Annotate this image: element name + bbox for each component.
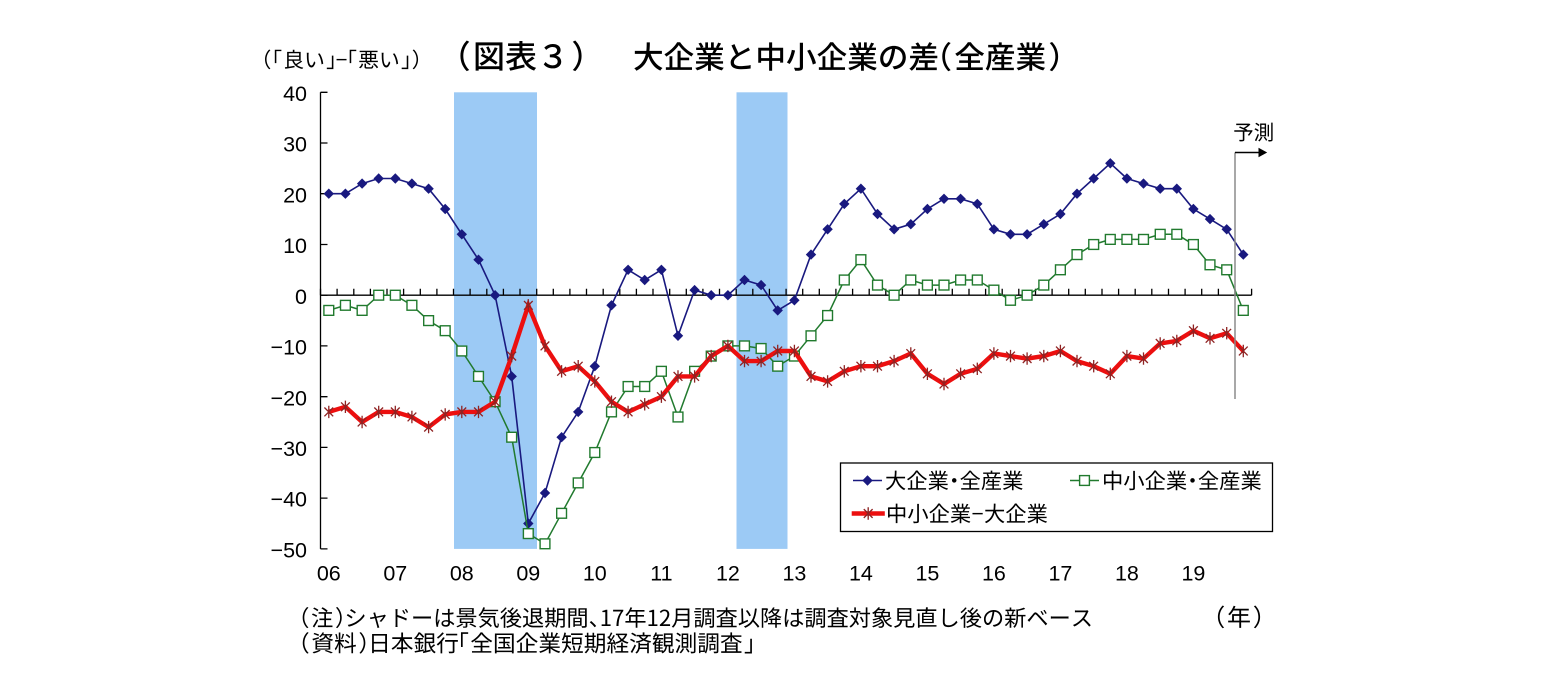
- svg-text:−40: −40: [271, 488, 308, 512]
- svg-text:06: 06: [317, 562, 341, 586]
- svg-text:18: 18: [1115, 562, 1139, 586]
- svg-text:12: 12: [716, 562, 740, 586]
- svg-text:07: 07: [383, 562, 407, 586]
- svg-text:17: 17: [1048, 562, 1072, 586]
- svg-text:19: 19: [1181, 562, 1205, 586]
- svg-text:40: 40: [283, 82, 307, 106]
- svg-text:08: 08: [450, 562, 474, 586]
- svg-text:14: 14: [849, 562, 873, 586]
- svg-text:30: 30: [283, 133, 307, 157]
- svg-text:11: 11: [650, 562, 672, 586]
- svg-text:10: 10: [583, 562, 607, 586]
- svg-text:20: 20: [283, 183, 307, 207]
- svg-text:09: 09: [516, 562, 540, 586]
- svg-text:−50: −50: [271, 539, 308, 563]
- svg-text:−10: −10: [271, 336, 308, 360]
- svg-text:−20: −20: [271, 386, 308, 410]
- svg-text:0: 0: [295, 285, 307, 309]
- svg-text:10: 10: [283, 234, 307, 258]
- svg-text:−30: −30: [271, 437, 308, 461]
- svg-text:13: 13: [782, 562, 806, 586]
- svg-text:16: 16: [982, 562, 1006, 586]
- svg-text:15: 15: [915, 562, 939, 586]
